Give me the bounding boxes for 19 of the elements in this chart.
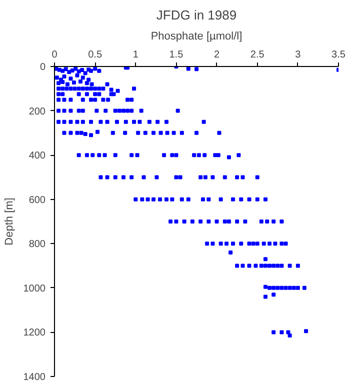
x-tick-label: 0.5 (88, 50, 102, 60)
x-tick-label: 0 (52, 50, 58, 60)
y-tick-label: 400 (28, 150, 46, 162)
chart-title: JFDG in 1989 (156, 8, 237, 22)
y-axis-title: Depth [m] (3, 198, 16, 246)
x-tick-label: 1 (132, 50, 139, 60)
y-tick-label: 200 (28, 106, 46, 118)
y-tick-label: 800 (28, 239, 46, 250)
y-tick-label: 1400 (23, 372, 46, 383)
y-tick-label: 1200 (23, 328, 46, 339)
y-tick-label: 0 (40, 62, 46, 73)
x-tick-label: 1.5 (169, 50, 184, 60)
x-tick-label: 3 (295, 50, 302, 60)
x-tick-label: 3.5 (332, 50, 346, 60)
x-tick-label: 2 (214, 50, 220, 60)
x-tick-label: 2.5 (250, 50, 265, 60)
y-tick-label: 1000 (23, 283, 46, 294)
x-axis-title: Phosphate [µmol/l] (150, 30, 242, 42)
y-tick-label: 600 (28, 194, 46, 206)
